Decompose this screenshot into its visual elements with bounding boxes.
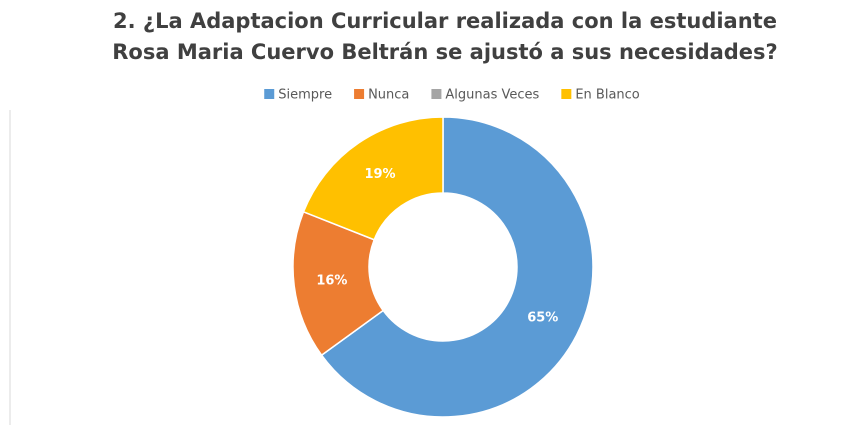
data-label: 16%	[316, 274, 347, 289]
legend-swatch	[561, 89, 572, 99]
chart-title: Rosa Maria Cuervo Beltrán se ajustó a su…	[112, 40, 777, 64]
legend-swatch	[264, 89, 275, 99]
data-label: 19%	[364, 167, 395, 182]
legend-label: En Blanco	[575, 88, 639, 103]
legend-label: Siempre	[278, 88, 332, 103]
donut-slice	[320, 116, 594, 418]
legend-swatch	[431, 89, 442, 99]
donut-slice	[302, 116, 444, 241]
legend-label: Nunca	[368, 88, 409, 103]
legend-swatch	[354, 89, 365, 99]
legend-label: Algunas Veces	[445, 88, 539, 103]
data-label: 65%	[527, 310, 558, 325]
chart-title: 2. ¿La Adaptacion Curricular realizada c…	[113, 9, 777, 33]
